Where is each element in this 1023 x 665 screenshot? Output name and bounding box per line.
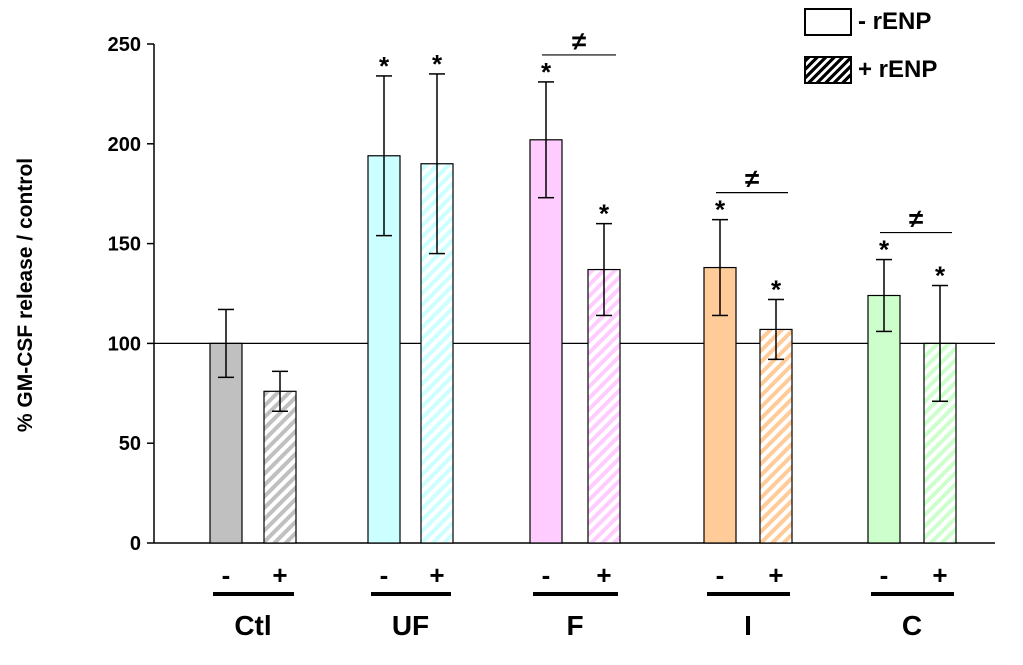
bar	[867, 294, 901, 544]
bar	[529, 139, 563, 544]
group-label: F	[566, 610, 583, 641]
y-tick-label: 100	[108, 333, 141, 355]
group-label: UF	[392, 610, 429, 641]
condition-label: -	[380, 560, 389, 590]
legend-swatch-plain	[804, 8, 852, 36]
legend-swatch-hatch	[804, 56, 852, 84]
condition-label: -	[880, 560, 889, 590]
legend-label-minus: - rENP	[858, 8, 932, 35]
condition-label: +	[932, 560, 947, 590]
difference-marker: ≠	[909, 204, 923, 234]
legend-item-plus: + rENP	[804, 56, 937, 84]
significance-star: *	[715, 195, 726, 225]
y-tick-label: 50	[119, 433, 141, 455]
condition-label: -	[222, 560, 231, 590]
significance-star: *	[432, 49, 443, 79]
significance-star: *	[541, 57, 552, 87]
condition-label: +	[768, 560, 783, 590]
significance-star: *	[379, 51, 390, 81]
difference-marker: ≠	[572, 26, 586, 56]
significance-star: *	[599, 199, 610, 229]
y-tick-label: 200	[108, 134, 141, 156]
group-label: I	[744, 610, 752, 641]
significance-star: *	[879, 235, 890, 265]
y-tick-label: 150	[108, 234, 141, 256]
y-tick-label: 0	[130, 533, 141, 555]
condition-label: +	[596, 560, 611, 590]
condition-label: -	[716, 560, 725, 590]
y-tick-label: 250	[108, 34, 141, 56]
legend-label-plus: + rENP	[858, 56, 938, 83]
legend-item-minus: - rENP	[804, 8, 937, 36]
condition-label: -	[542, 560, 551, 590]
significance-star: *	[771, 274, 782, 304]
legend: - rENP + rENP	[804, 8, 937, 104]
group-label: Ctl	[234, 610, 271, 641]
difference-marker: ≠	[745, 164, 759, 194]
condition-label: +	[272, 560, 287, 590]
bar	[263, 390, 297, 544]
group-label: C	[902, 610, 922, 641]
significance-star: *	[935, 261, 946, 291]
y-axis-label: % GM-CSF release / control	[14, 157, 37, 433]
condition-label: +	[429, 560, 444, 590]
bar	[759, 328, 793, 544]
